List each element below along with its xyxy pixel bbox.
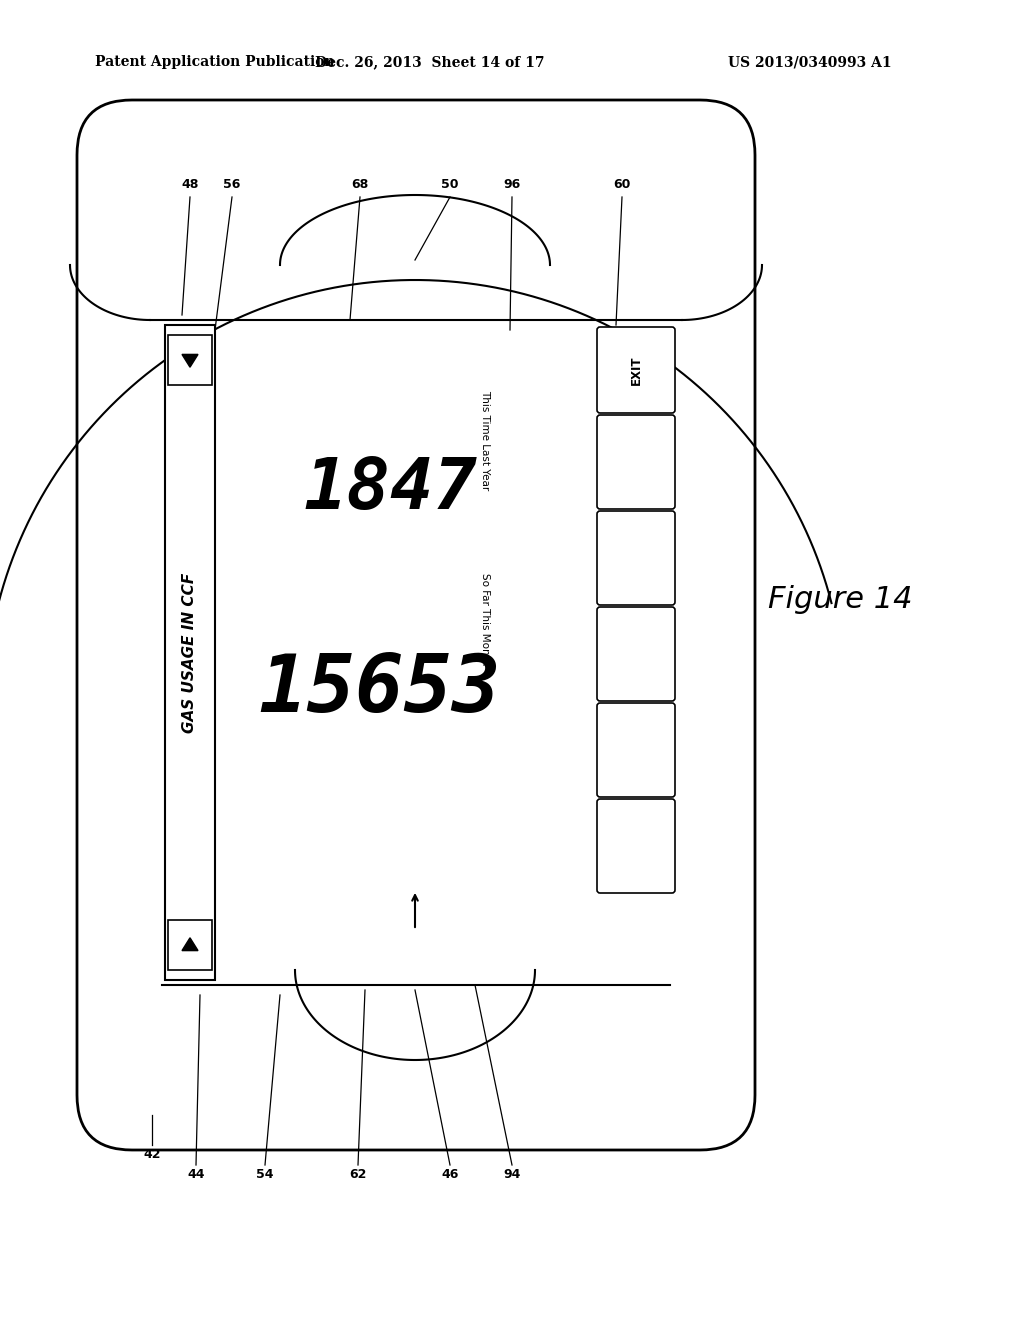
Text: 1847: 1847 — [303, 455, 477, 524]
Bar — [168, 335, 212, 385]
Bar — [165, 325, 215, 979]
Text: So Far This Month: So Far This Month — [480, 573, 490, 665]
Polygon shape — [182, 354, 198, 367]
FancyBboxPatch shape — [597, 327, 675, 413]
Text: 60: 60 — [613, 178, 631, 191]
FancyBboxPatch shape — [597, 704, 675, 797]
Text: This Time Last Year: This Time Last Year — [480, 389, 490, 490]
Text: 94: 94 — [504, 1168, 520, 1181]
Text: 48: 48 — [181, 178, 199, 191]
Text: US 2013/0340993 A1: US 2013/0340993 A1 — [728, 55, 892, 69]
Text: Patent Application Publication: Patent Application Publication — [95, 55, 335, 69]
Text: 46: 46 — [441, 1168, 459, 1181]
FancyBboxPatch shape — [597, 414, 675, 510]
Text: Dec. 26, 2013  Sheet 14 of 17: Dec. 26, 2013 Sheet 14 of 17 — [315, 55, 545, 69]
Text: 68: 68 — [351, 178, 369, 191]
Polygon shape — [182, 937, 198, 950]
Text: 54: 54 — [256, 1168, 273, 1181]
Text: 15653: 15653 — [259, 651, 502, 729]
Text: 62: 62 — [349, 1168, 367, 1181]
Text: 44: 44 — [187, 1168, 205, 1181]
Text: 42: 42 — [143, 1148, 161, 1162]
FancyBboxPatch shape — [597, 511, 675, 605]
FancyBboxPatch shape — [597, 607, 675, 701]
FancyBboxPatch shape — [77, 100, 755, 1150]
Text: Figure 14: Figure 14 — [768, 586, 912, 615]
Text: 56: 56 — [223, 178, 241, 191]
Text: 50: 50 — [441, 178, 459, 191]
Text: GAS USAGE IN CCF: GAS USAGE IN CCF — [182, 573, 198, 733]
Text: 96: 96 — [504, 178, 520, 191]
Bar — [168, 920, 212, 970]
FancyBboxPatch shape — [597, 799, 675, 894]
Text: EXIT: EXIT — [630, 355, 642, 384]
